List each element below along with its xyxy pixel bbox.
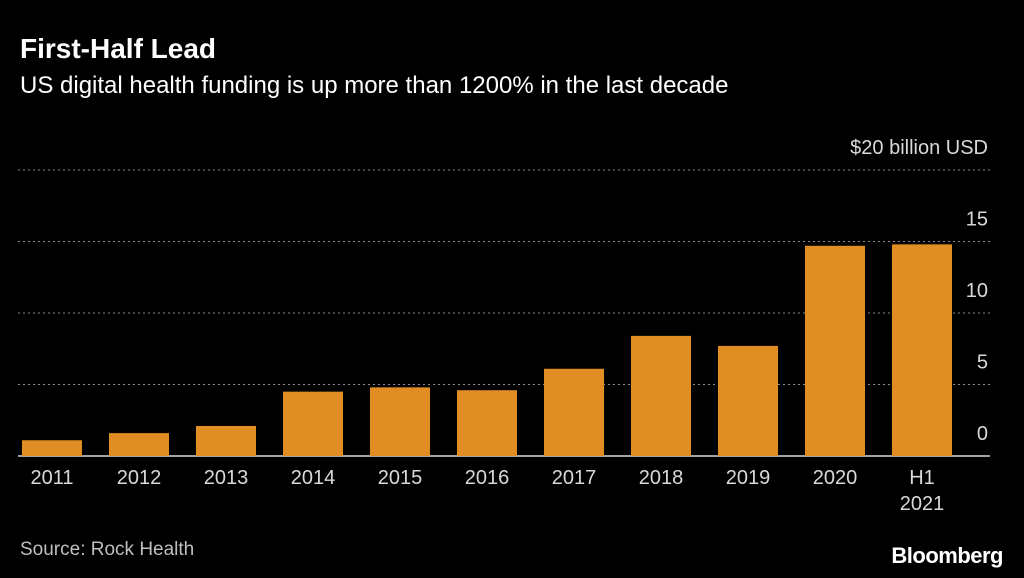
- bar: [109, 433, 169, 456]
- bar: [22, 440, 82, 456]
- bar: [805, 245, 865, 456]
- source-note: Source: Rock Health: [20, 539, 194, 560]
- bar: [631, 335, 691, 456]
- x-tick-label: 2018: [638, 467, 684, 489]
- bar: [718, 345, 778, 456]
- bar: [457, 390, 517, 456]
- x-tick-label: 2011: [30, 467, 74, 489]
- chart-title: First-Half Lead: [20, 33, 216, 64]
- x-tick-label: 2017: [551, 467, 597, 489]
- x-tick-label: 2019: [725, 467, 771, 489]
- x-tick-label: 2012: [116, 467, 162, 489]
- y-tick-label: $20 billion USD: [850, 137, 988, 159]
- x-tick-label: 2014: [290, 467, 336, 489]
- x-tick-label: 2013: [203, 467, 249, 489]
- x-tick-label: H1 2021: [899, 467, 945, 515]
- y-tick-label: 5: [977, 352, 988, 374]
- bar: [370, 387, 430, 456]
- y-tick-label: 15: [966, 209, 988, 231]
- x-tick-label: 2016: [464, 467, 510, 489]
- x-tick-label: 2020: [812, 467, 858, 489]
- y-tick-label: 0: [977, 423, 988, 445]
- brand-logo: Bloomberg: [891, 543, 1003, 568]
- bar: [196, 425, 256, 456]
- bar: [283, 391, 343, 456]
- bar: [892, 244, 952, 456]
- bar: [544, 368, 604, 456]
- y-tick-label: 10: [966, 280, 988, 302]
- chart-subtitle: US digital health funding is up more tha…: [20, 72, 728, 99]
- x-tick-label: 2015: [377, 467, 423, 489]
